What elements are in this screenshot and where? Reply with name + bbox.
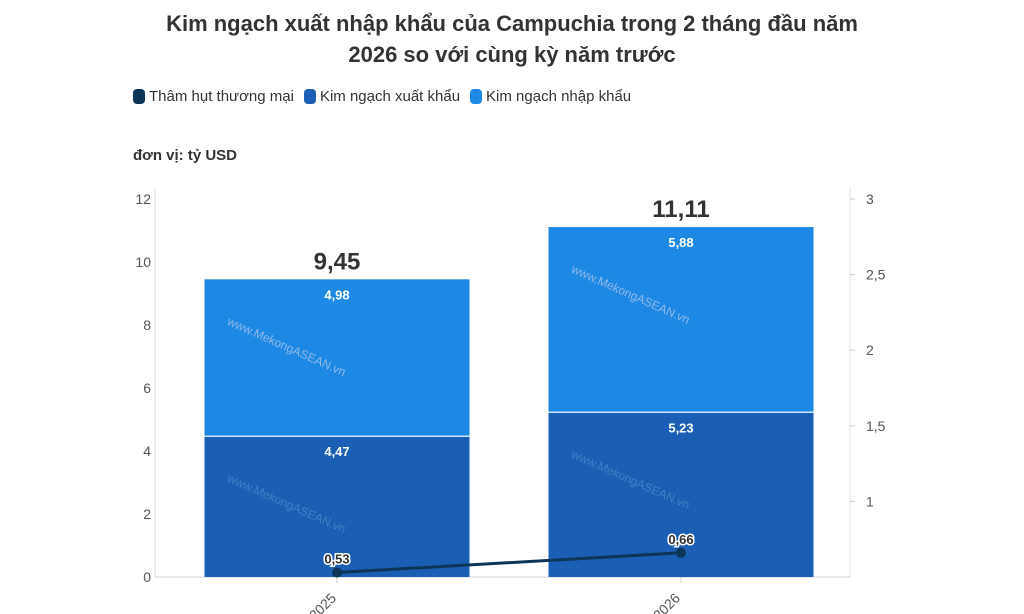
legend-swatch	[133, 89, 145, 104]
right-tick-label: 1,5	[866, 418, 886, 434]
legend-item-export[interactable]: Kim ngạch xuất khẩu	[303, 88, 461, 105]
bar-export	[204, 436, 470, 577]
left-tick-label: 8	[143, 317, 151, 333]
left-tick-label: 6	[143, 380, 151, 396]
legend-swatch	[470, 89, 483, 104]
legend-label: Kim ngạch nhập khẩu	[486, 88, 632, 105]
deficit-point	[676, 547, 686, 558]
chart-title: Kim ngạch xuất nhập khẩu của Campuchia t…	[0, 8, 1024, 70]
unit-label: đơn vị: tỷ USD	[133, 147, 238, 164]
legend-item-deficit[interactable]: Thâm hụt thương mại	[133, 88, 294, 105]
total-label: 11,11	[652, 196, 709, 223]
right-tick-label: 2,5	[866, 267, 886, 283]
import-data-label: 4,98	[324, 287, 349, 302]
export-data-label: 4,47	[324, 444, 349, 459]
bar-import	[548, 227, 814, 413]
deficit-data-label: 0,66	[668, 532, 693, 547]
legend-label: Thâm hụt thương mại	[149, 88, 294, 105]
legend-label: Kim ngạch xuất khẩu	[319, 88, 461, 105]
left-tick-label: 0	[143, 569, 151, 585]
legend-swatch	[303, 89, 316, 104]
right-tick-label: 2	[866, 342, 874, 358]
x-tick-label: 2025	[306, 590, 339, 614]
export-data-label: 5,23	[668, 420, 693, 435]
import-data-label: 5,88	[668, 235, 693, 250]
legend-item-import[interactable]: Kim ngạch nhập khẩu	[470, 88, 631, 105]
legend: Thâm hụt thương mại Kim ngạch xuất khẩu …	[133, 88, 631, 105]
deficit-point	[332, 567, 342, 578]
bar-import	[204, 279, 470, 437]
left-tick-label: 2	[143, 506, 151, 522]
deficit-line	[336, 551, 682, 574]
deficit-data-label: 0,53	[324, 551, 349, 566]
x-tick-label: 2026	[650, 590, 683, 614]
right-tick-label: 1	[866, 493, 874, 509]
total-label: 9,45	[314, 248, 361, 275]
left-tick-label: 4	[143, 443, 151, 459]
left-tick-label: 10	[135, 254, 151, 270]
chart-title-line-2: 2026 so với cùng kỳ năm trước	[348, 42, 676, 67]
chart-title-line-1: Kim ngạch xuất nhập khẩu của Campuchia t…	[166, 11, 858, 36]
left-tick-label: 12	[135, 191, 151, 207]
right-tick-label: 3	[866, 191, 874, 207]
